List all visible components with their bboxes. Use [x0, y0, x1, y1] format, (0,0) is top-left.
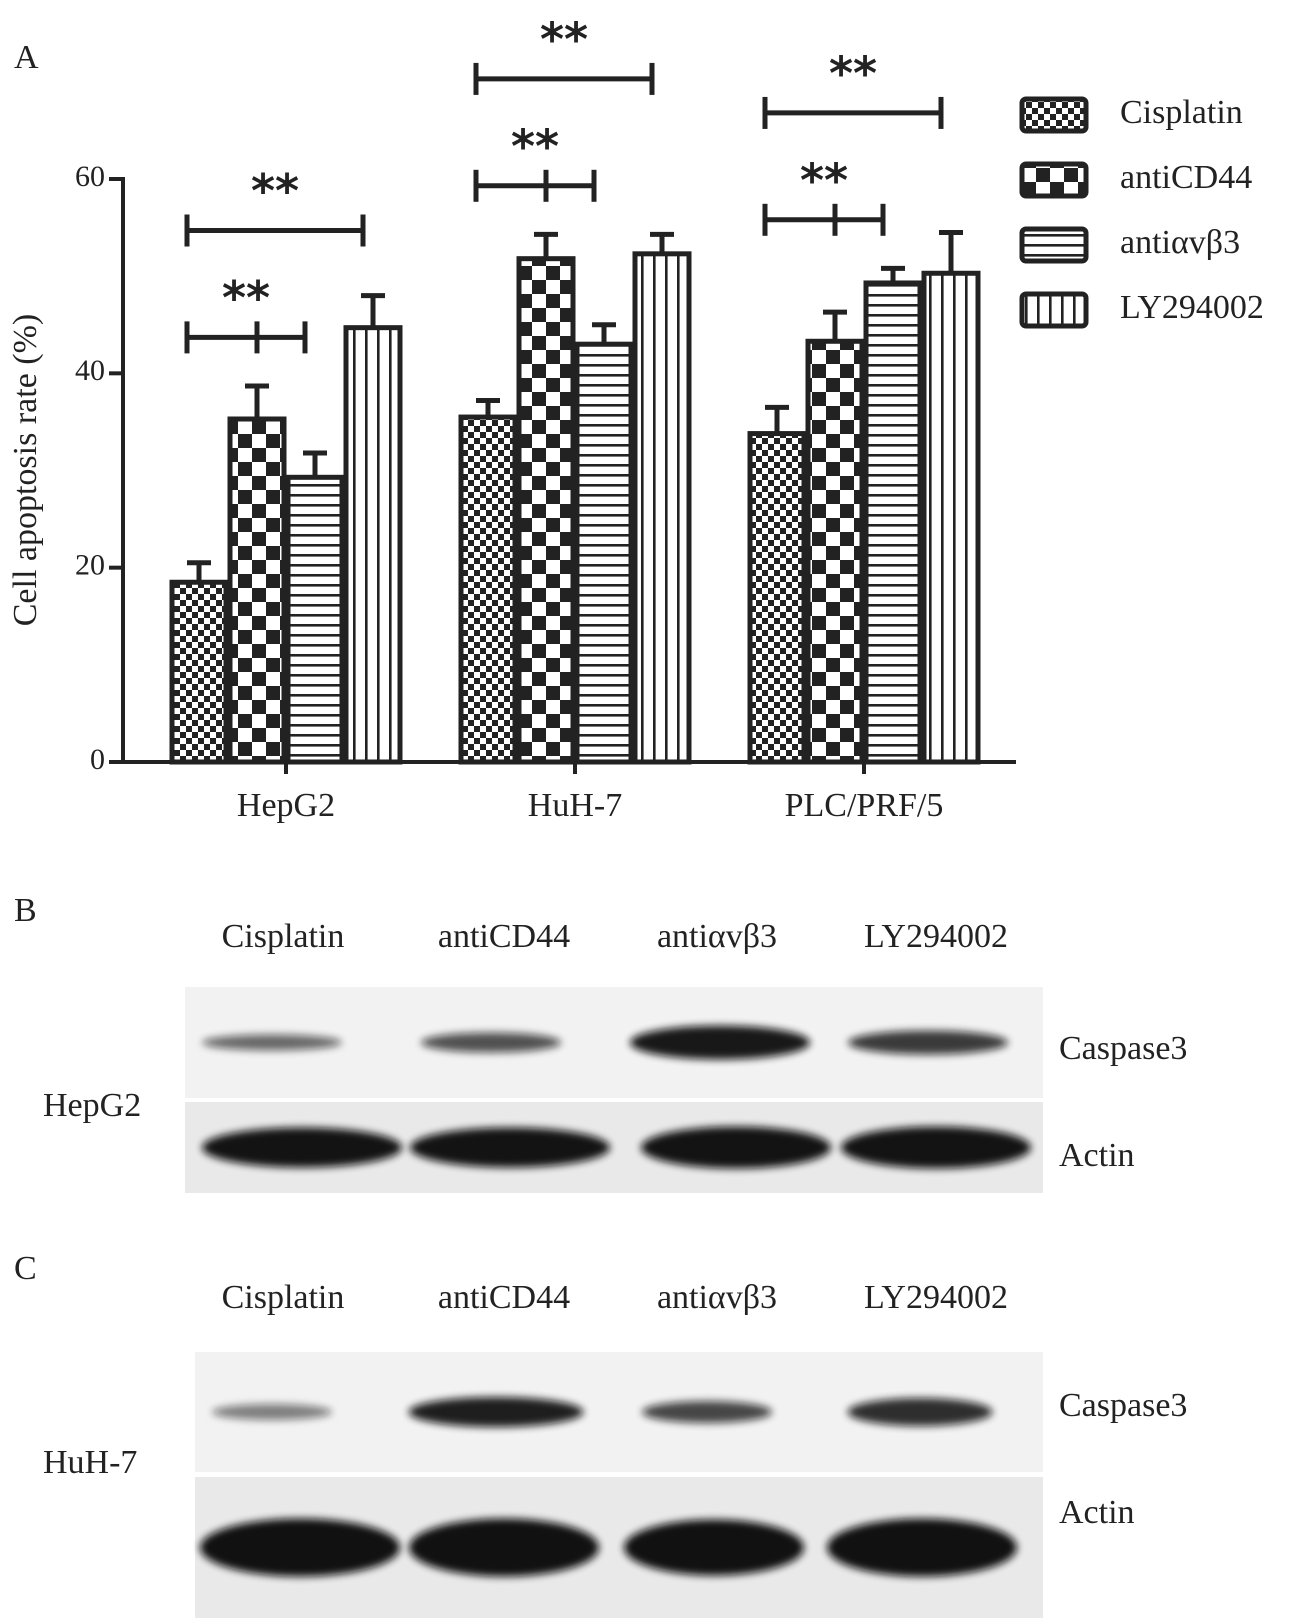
- blot-band: [202, 1127, 402, 1168]
- bar: [632, 251, 692, 765]
- lane-label: LY294002: [864, 1279, 1008, 1316]
- legend-label: LY294002: [1120, 289, 1264, 326]
- bar: [805, 338, 865, 765]
- blot-band: [408, 1397, 584, 1427]
- band-label: Caspase3: [1059, 1387, 1187, 1424]
- y-tick-label: 20: [75, 549, 105, 582]
- significance-label: **: [251, 164, 299, 218]
- legend-label: antiαvβ3: [1120, 224, 1240, 261]
- significance-bracket: [762, 203, 886, 236]
- band-label: Caspase3: [1059, 1030, 1187, 1067]
- bar: [343, 325, 403, 765]
- bar: [169, 579, 229, 765]
- bar: [921, 270, 981, 765]
- blot-band: [641, 1126, 831, 1169]
- error-bar: [187, 560, 211, 583]
- legend-swatch: [1019, 96, 1089, 134]
- error-bar: [361, 293, 385, 328]
- legend-swatch: [1019, 161, 1089, 199]
- significance-bracket: [184, 214, 366, 247]
- y-axis-label: Cell apoptosis rate (%): [7, 314, 44, 627]
- significance-label: **: [800, 153, 848, 207]
- significance-bracket: [473, 169, 597, 202]
- blot-band: [642, 1401, 772, 1423]
- lane-label: antiαvβ3: [657, 1279, 777, 1316]
- lane-label: antiCD44: [438, 1279, 570, 1316]
- cell-line-label: HepG2: [43, 1087, 141, 1124]
- significance-bracket: [473, 62, 655, 95]
- bar: [747, 431, 807, 765]
- significance-bracket: [762, 96, 944, 129]
- lane-label: LY294002: [864, 918, 1008, 955]
- error-bar: [476, 398, 500, 418]
- x-tick-label: PLC/PRF/5: [785, 787, 944, 824]
- panel-label: B: [14, 892, 37, 929]
- lane-label: antiαvβ3: [657, 918, 777, 955]
- bar: [458, 414, 518, 765]
- blot-band: [841, 1126, 1031, 1169]
- error-bar: [534, 231, 558, 259]
- blot-band: [409, 1518, 599, 1577]
- legend-swatch: [1019, 226, 1089, 264]
- lane-label: Cisplatin: [222, 918, 345, 955]
- error-bar: [245, 383, 269, 420]
- error-bar: [765, 404, 789, 434]
- error-bar: [592, 322, 616, 345]
- significance-label: **: [511, 119, 559, 173]
- blot-band: [624, 1519, 804, 1576]
- band-label: Actin: [1059, 1137, 1135, 1174]
- y-tick-label: 0: [90, 743, 105, 776]
- significance-label: **: [540, 12, 588, 66]
- bar: [227, 416, 287, 765]
- lane-label: antiCD44: [438, 918, 570, 955]
- blot-band: [847, 1398, 993, 1426]
- band-label: Actin: [1059, 1494, 1135, 1531]
- y-tick-label: 40: [75, 354, 105, 387]
- cell-line-label: HuH-7: [43, 1444, 137, 1481]
- x-tick-label: HepG2: [237, 787, 335, 824]
- x-tick-label: HuH-7: [528, 787, 622, 824]
- legend-swatch: [1019, 291, 1089, 329]
- panel-label: A: [14, 39, 39, 76]
- blot-band: [202, 1034, 342, 1051]
- significance-label: **: [222, 271, 270, 325]
- legend-label: Cisplatin: [1120, 94, 1243, 131]
- blot-band: [848, 1030, 1008, 1055]
- panel-label: C: [14, 1250, 37, 1287]
- significance-bracket: [184, 321, 308, 354]
- y-tick-label: 60: [75, 160, 105, 193]
- significance-label: **: [829, 46, 877, 100]
- bar: [863, 280, 923, 765]
- blot-band: [410, 1127, 610, 1168]
- error-bar: [939, 229, 963, 274]
- blot-band: [212, 1404, 332, 1420]
- error-bar: [881, 265, 905, 283]
- bar: [516, 256, 576, 765]
- legend-label: antiCD44: [1120, 159, 1252, 196]
- error-bar: [303, 450, 327, 478]
- blot-band: [630, 1025, 810, 1060]
- blot-band: [200, 1518, 400, 1577]
- bar: [574, 341, 634, 765]
- blot-band: [421, 1032, 561, 1053]
- lane-label: Cisplatin: [222, 1279, 345, 1316]
- error-bar: [823, 309, 847, 342]
- blot-band: [827, 1518, 1017, 1577]
- error-bar: [650, 231, 674, 254]
- bar: [285, 474, 345, 765]
